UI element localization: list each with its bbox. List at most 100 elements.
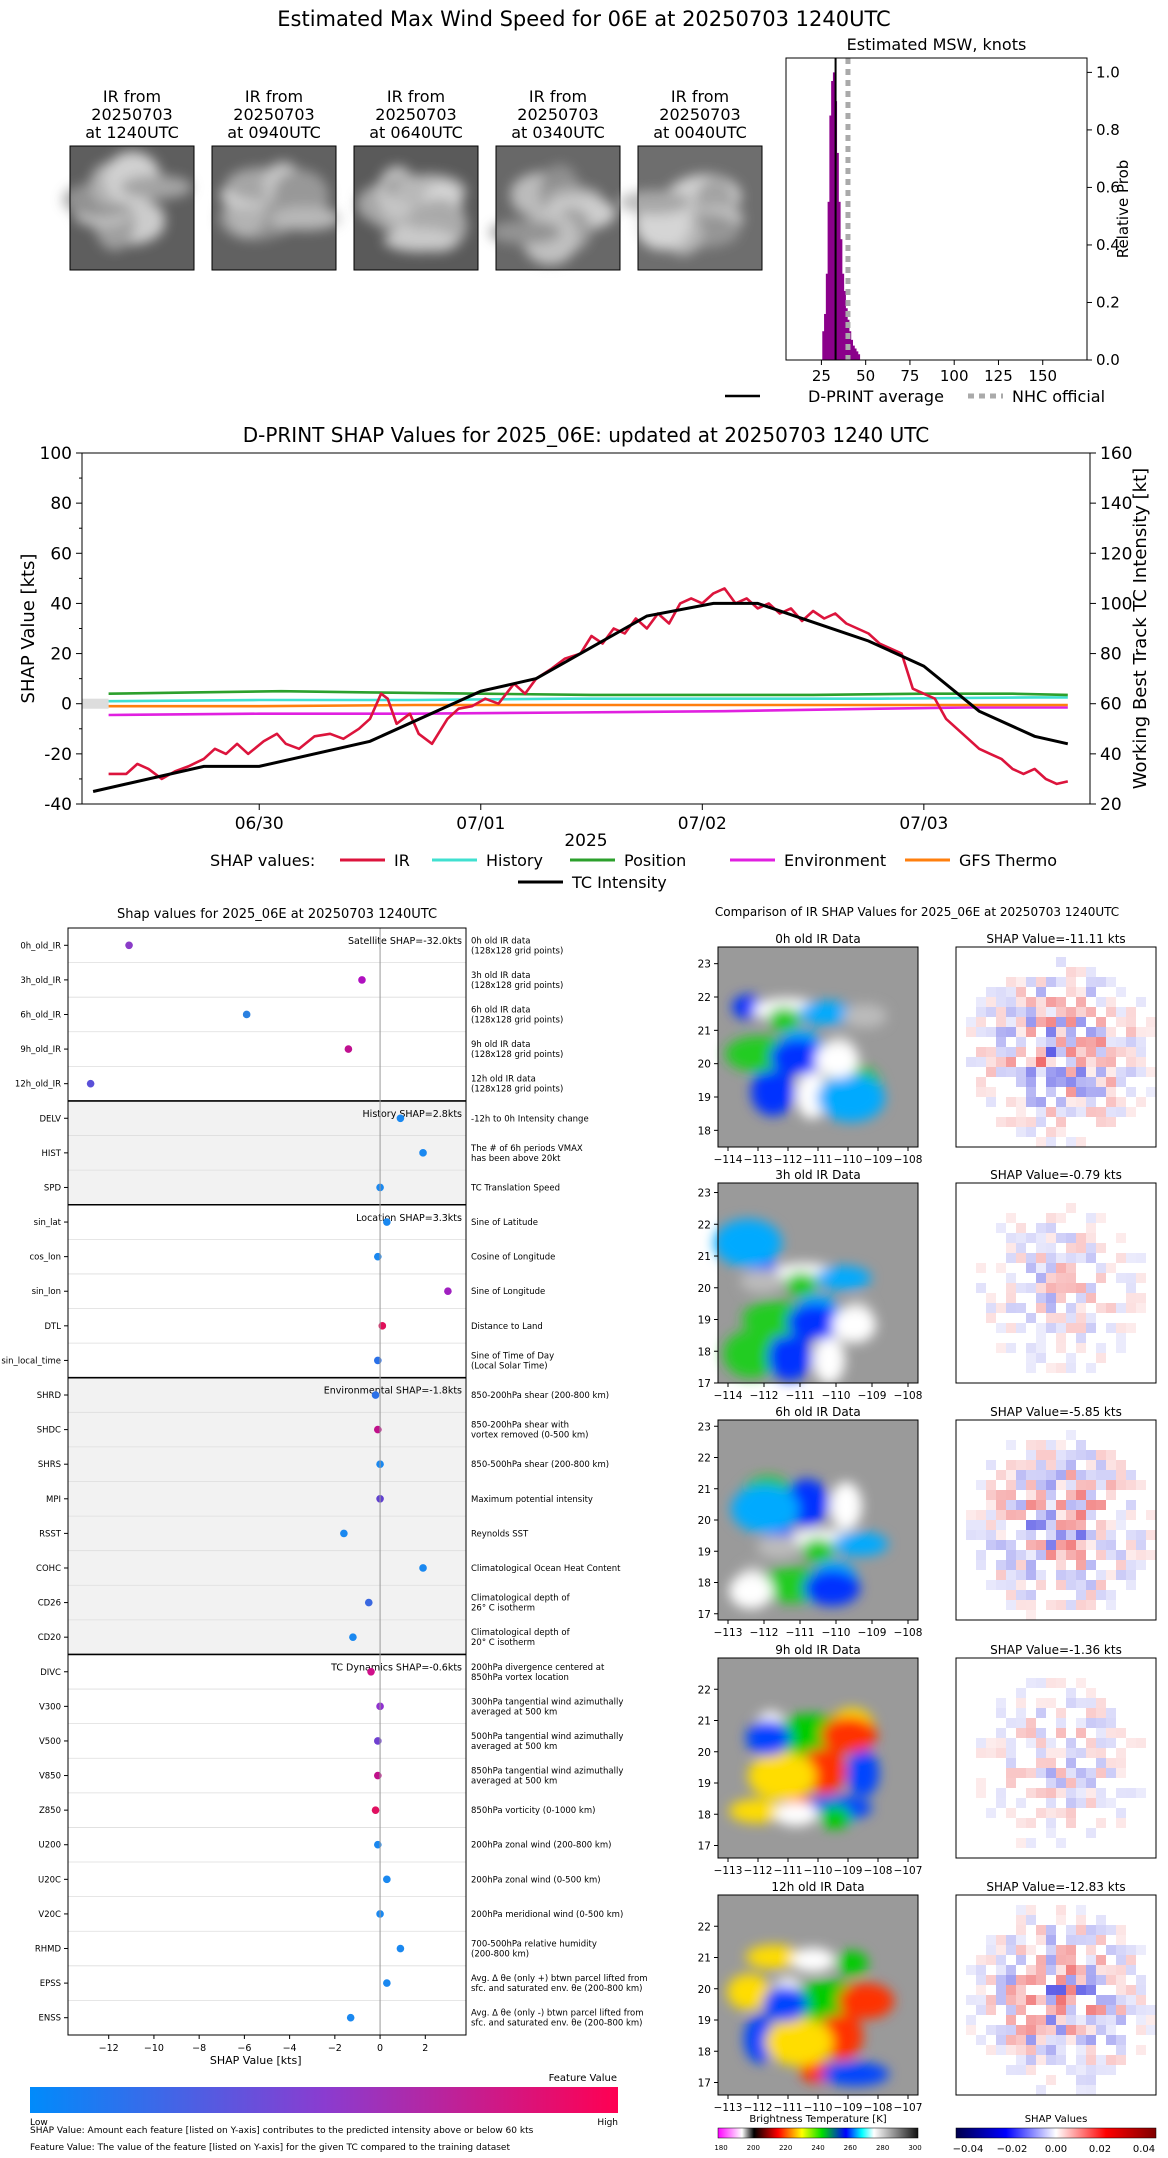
shap-cell [1076, 1975, 1086, 1985]
shap-cell [1016, 1838, 1026, 1848]
feature-desc: (128x128 grid points) [471, 981, 563, 991]
shap-cell [1126, 1995, 1136, 2005]
shap-cell [1046, 1283, 1056, 1293]
shap-cell [1076, 1007, 1086, 1017]
shap-cell [1106, 1945, 1116, 1955]
shap-cell [1046, 1137, 1056, 1147]
shap-cell [1086, 1323, 1096, 1333]
shap-cell [1126, 1570, 1136, 1580]
shap-cell [1026, 1570, 1036, 1580]
shap-cell [1056, 1985, 1066, 1995]
shap-cell [1066, 1778, 1076, 1788]
feature-desc: The # of 6h periods VMAX [470, 1144, 583, 1154]
shap-cell [1056, 1965, 1066, 1975]
feature-desc: 850hPa tangential wind azimuthally [471, 1767, 623, 1777]
shap-cell [1016, 1688, 1026, 1698]
shap-cell [1026, 997, 1036, 1007]
shap-cell [1106, 997, 1116, 1007]
shap-cell [976, 1027, 986, 1037]
shap-cell [1086, 1708, 1096, 1718]
shap-cell [996, 1708, 1006, 1718]
shap-cell [1036, 1955, 1046, 1965]
shap-cell [1056, 1343, 1066, 1353]
shap-cell [986, 2025, 996, 2035]
feature-desc: averaged at 500 km [471, 1777, 557, 1787]
shap-cell [1006, 1243, 1016, 1253]
shap-cell [1006, 1470, 1016, 1480]
shap-cell [1146, 1510, 1156, 1520]
shap-cell [1056, 1915, 1066, 1925]
shap-cell [1076, 1718, 1086, 1728]
shap-cell [1056, 1560, 1066, 1570]
ir-cloud [770, 1039, 826, 1075]
features-xtick-label: −6 [237, 2043, 251, 2054]
shap-cell [1126, 1107, 1136, 1117]
shap-cell [1026, 1590, 1036, 1600]
shap-cell [1126, 1560, 1136, 1570]
shap-cell [1116, 1520, 1126, 1530]
feature-desc: vortex removed (0-500 km) [471, 1431, 588, 1441]
histogram-frame [785, 57, 1088, 361]
ts-xtick-label: 06/30 [235, 814, 284, 834]
ts-y2label: Working Best Track TC Intensity [kt] [1130, 468, 1151, 789]
shap-cell [1006, 1540, 1016, 1550]
ir-map-clouds [729, 1708, 879, 1829]
shap-cell [1006, 1273, 1016, 1283]
shap-cell [1066, 1233, 1076, 1243]
shap-cell [996, 1748, 1006, 1758]
shap-cell [1076, 1500, 1086, 1510]
ir-xtick-label: −113 [744, 1154, 773, 1166]
shap-cell [1106, 1540, 1116, 1550]
shap-cell [1086, 1560, 1096, 1570]
shap-cell [1056, 1323, 1066, 1333]
shap-cell [1056, 1748, 1066, 1758]
shap-cell [1096, 2025, 1106, 2035]
shap-cell [996, 1470, 1006, 1480]
shap-tick-label: 0.02 [1089, 2144, 1111, 2155]
feature-desc: 0h old IR data [471, 936, 530, 946]
shap-cell [1066, 977, 1076, 987]
shap-cell [1006, 1323, 1016, 1333]
shap-cell [1086, 1480, 1096, 1490]
shap-cell [1126, 1067, 1136, 1077]
shap-cell [1066, 1460, 1076, 1470]
ts-ytick-label: 60 [50, 544, 72, 564]
group-label: Environmental SHAP=-1.8kts [324, 1386, 462, 1397]
shap-cell [1056, 2055, 1066, 2065]
shap-cell [1096, 1975, 1106, 1985]
shap-cell [1086, 2045, 1096, 2055]
bt-tick-label: 260 [844, 2144, 857, 2152]
shap-cell [1056, 1077, 1066, 1087]
shap-cell [986, 2005, 996, 2015]
shap-cell [1126, 1303, 1136, 1313]
feature-desc: (128x128 grid points) [471, 1085, 563, 1095]
shap-cell [1096, 1243, 1106, 1253]
shap-cell [1116, 1460, 1126, 1470]
legend-label-position: Position [624, 851, 686, 870]
shap-cell [1116, 1273, 1126, 1283]
shap-cell [1066, 1520, 1076, 1530]
feature-point [86, 1079, 95, 1088]
feature-desc: Avg. Δ θe (only -) btwn parcel lifted fr… [471, 2009, 644, 2019]
feature-point [364, 1598, 373, 1607]
shap-cell [1036, 1233, 1046, 1243]
shap-cell [1066, 1203, 1076, 1213]
shap-cell [1006, 987, 1016, 997]
shap-cell [1116, 1047, 1126, 1057]
shap-cell [1006, 1945, 1016, 1955]
shap-cell [1076, 2045, 1086, 2055]
shap-cell [1126, 1470, 1136, 1480]
legend-label-gfs-thermo: GFS Thermo [959, 851, 1057, 870]
shap-cell [1076, 997, 1086, 1007]
shap-cell [1026, 2015, 1036, 2025]
shap-cell [1076, 1540, 1086, 1550]
footnotes: SHAP Value: Amount each feature [listed … [30, 2126, 534, 2153]
shap-cell [1086, 1087, 1096, 1097]
shap-cell [986, 1530, 996, 1540]
shap-cell [1006, 1560, 1016, 1570]
feature-desc: 6h old IR data [471, 1005, 530, 1015]
ir-cloud [765, 2018, 833, 2066]
shap-cell [1106, 1047, 1116, 1057]
shap-cell [1086, 1828, 1096, 1838]
shap-cell [1036, 1480, 1046, 1490]
